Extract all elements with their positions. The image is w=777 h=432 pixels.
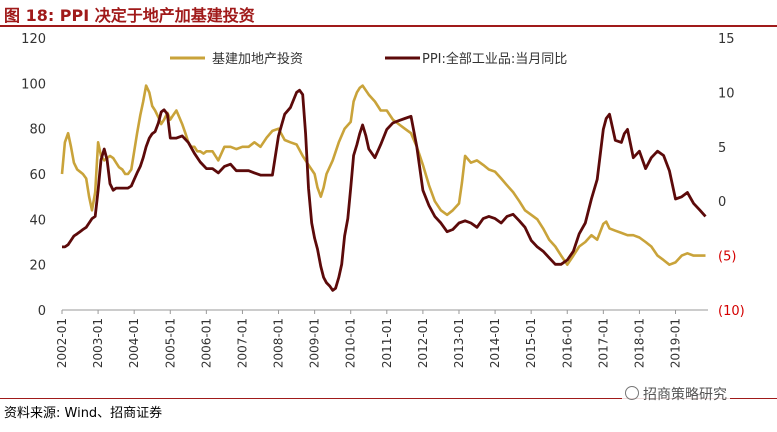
y-right-tick-label: 15 <box>718 32 735 47</box>
y-left-tick-label: 20 <box>29 259 46 274</box>
y-right-tick-label: 10 <box>718 86 735 101</box>
x-tick-label: 2012-01 <box>416 318 430 368</box>
x-tick-label: 2018-01 <box>632 318 646 368</box>
x-tick-label: 2017-01 <box>596 318 610 368</box>
y-right-tick-label: 0 <box>718 195 726 210</box>
x-tick-label: 2014-01 <box>488 318 502 368</box>
series-line-infra <box>60 84 706 267</box>
title-divider <box>0 25 777 27</box>
y-right-tick-label: (5) <box>718 250 736 265</box>
y-right-tick-label: 5 <box>718 141 726 156</box>
x-tick-label: 2004-01 <box>127 318 141 368</box>
x-tick-label: 2016-01 <box>560 318 574 368</box>
legend: 基建加地产投资 PPI:全部工业品:当月同比 <box>170 51 567 67</box>
watermark: 招商策略研究 <box>622 384 730 404</box>
x-tick-label: 2007-01 <box>235 318 249 368</box>
y-right-tick-label: (10) <box>718 304 745 319</box>
bottom-divider <box>0 398 777 399</box>
wechat-icon <box>625 386 639 400</box>
page-title: 图 18: PPI 决定于地产加基建投资 <box>4 6 255 25</box>
y-left-tick-label: 100 <box>21 77 46 92</box>
x-tick-label: 2002-01 <box>55 318 69 368</box>
y-left-tick-label: 40 <box>29 213 46 228</box>
y-left-tick-label: 120 <box>21 32 46 47</box>
y-left-tick-label: 80 <box>29 123 46 138</box>
x-tick-label: 2005-01 <box>163 318 177 368</box>
x-tick-label: 2009-01 <box>308 318 322 368</box>
x-tick-label: 2015-01 <box>524 318 538 368</box>
x-tick-label: 2011-01 <box>380 318 394 368</box>
x-tick-label: 2008-01 <box>272 318 286 368</box>
chart: 0 20 40 60 80 100 120 (10) (5) 0 5 10 15 2002-01 2003-… <box>21 32 745 368</box>
x-tick-label: 2010-01 <box>344 318 358 368</box>
series-line-ppi <box>62 88 707 292</box>
series-layer <box>60 84 707 292</box>
y-left-tick-label: 60 <box>29 168 46 183</box>
x-tick-label: 2006-01 <box>199 318 213 368</box>
y-left-tick-label: 0 <box>38 304 46 319</box>
x-tick-label: 2013-01 <box>452 318 466 368</box>
watermark-text: 招商策略研究 <box>643 387 727 403</box>
axis-layer: 0 20 40 60 80 100 120 (10) (5) 0 5 10 15 2002-01 2003-… <box>21 32 745 368</box>
x-tick-label: 2019-01 <box>669 318 683 368</box>
legend-label-infra: 基建加地产投资 <box>212 51 303 67</box>
source-note: 资料来源: Wind、招商证券 <box>4 406 163 421</box>
legend-label-ppi: PPI:全部工业品:当月同比 <box>422 51 567 67</box>
x-tick-label: 2003-01 <box>91 318 105 368</box>
